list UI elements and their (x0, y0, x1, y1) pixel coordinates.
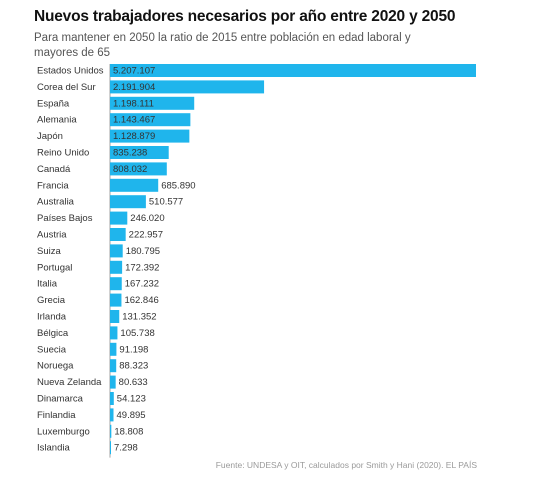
category-label: Japón (37, 131, 63, 142)
bar (110, 392, 114, 405)
category-label: Suecia (37, 344, 67, 355)
category-label: Estados Unidos (37, 66, 104, 77)
chart-title: Nuevos trabajadores necesarios por año e… (34, 8, 456, 25)
bar (110, 441, 111, 455)
bar-chart: Estados Unidos 5.207.107 Corea del Sur 2.19… (37, 64, 476, 458)
bar (110, 146, 169, 159)
chart-subtitle: Para mantener en 2050 la ratio de 2015 e… (34, 32, 411, 59)
value-label: 685.890 (161, 180, 195, 191)
category-label: Finlandia (37, 410, 76, 421)
category-label: Nueva Zelanda (37, 377, 102, 388)
value-label: 49.895 (117, 410, 146, 421)
bar (110, 342, 117, 356)
value-label: 91.198 (119, 344, 148, 355)
category-label: Corea del Sur (37, 82, 96, 93)
bar (110, 244, 123, 258)
category-label: Suiza (37, 246, 61, 257)
value-label: 5.207.107 (113, 66, 155, 77)
bar (110, 293, 122, 307)
bar (110, 326, 118, 340)
bar (110, 129, 190, 143)
value-label: 172.392 (125, 262, 159, 273)
category-label: Reino Unido (37, 148, 89, 159)
value-label: 2.191.904 (113, 82, 155, 93)
value-label: 180.795 (126, 246, 160, 257)
category-label: Bélgica (37, 328, 69, 339)
value-label: 54.123 (117, 394, 146, 405)
value-label: 167.232 (125, 279, 159, 290)
category-label: España (37, 98, 70, 109)
bar (110, 64, 476, 77)
value-label: 131.352 (122, 312, 156, 323)
source-note: Fuente: UNDESA y OIT, calculados por Smi… (215, 460, 477, 470)
value-label: 1.198.111 (113, 98, 154, 109)
bar (110, 211, 128, 225)
bar (110, 375, 116, 389)
bar (110, 162, 167, 176)
bar (110, 113, 191, 127)
category-label: Austria (37, 230, 67, 241)
value-label: 7.298 (114, 443, 138, 454)
value-label: 80.633 (119, 377, 148, 388)
category-label: Portugal (37, 262, 72, 273)
value-label: 105.738 (120, 328, 154, 339)
bar (110, 424, 112, 438)
value-label: 510.577 (149, 197, 183, 208)
bar (110, 310, 120, 323)
bar (110, 80, 265, 94)
value-label: 1.143.467 (113, 115, 155, 126)
bar (110, 359, 117, 373)
bar (110, 178, 159, 192)
bar (110, 408, 114, 422)
category-label: Canadá (37, 164, 71, 175)
bar (110, 277, 122, 291)
category-label: Australia (37, 197, 75, 208)
category-label: Grecia (37, 295, 66, 306)
value-label: 88.323 (119, 361, 148, 372)
value-label: 808.032 (113, 164, 147, 175)
category-label: Alemania (37, 115, 77, 126)
category-label: Luxemburgo (37, 426, 90, 437)
bar (110, 228, 126, 241)
category-label: Noruega (37, 361, 74, 372)
category-label: Irlanda (37, 312, 67, 323)
bar (110, 96, 195, 110)
value-label: 246.020 (130, 213, 164, 224)
category-label: Italia (37, 279, 58, 290)
category-label: Islandia (37, 443, 70, 454)
value-label: 1.128.879 (113, 131, 155, 142)
value-label: 222.957 (129, 230, 163, 241)
category-label: Francia (37, 180, 69, 191)
value-label: 835.238 (113, 148, 147, 159)
category-label: Dinamarca (37, 394, 84, 405)
bar (110, 260, 123, 274)
category-label: Países Bajos (37, 213, 93, 224)
value-label: 162.846 (124, 295, 158, 306)
bar (110, 195, 146, 209)
value-label: 18.808 (114, 426, 143, 437)
